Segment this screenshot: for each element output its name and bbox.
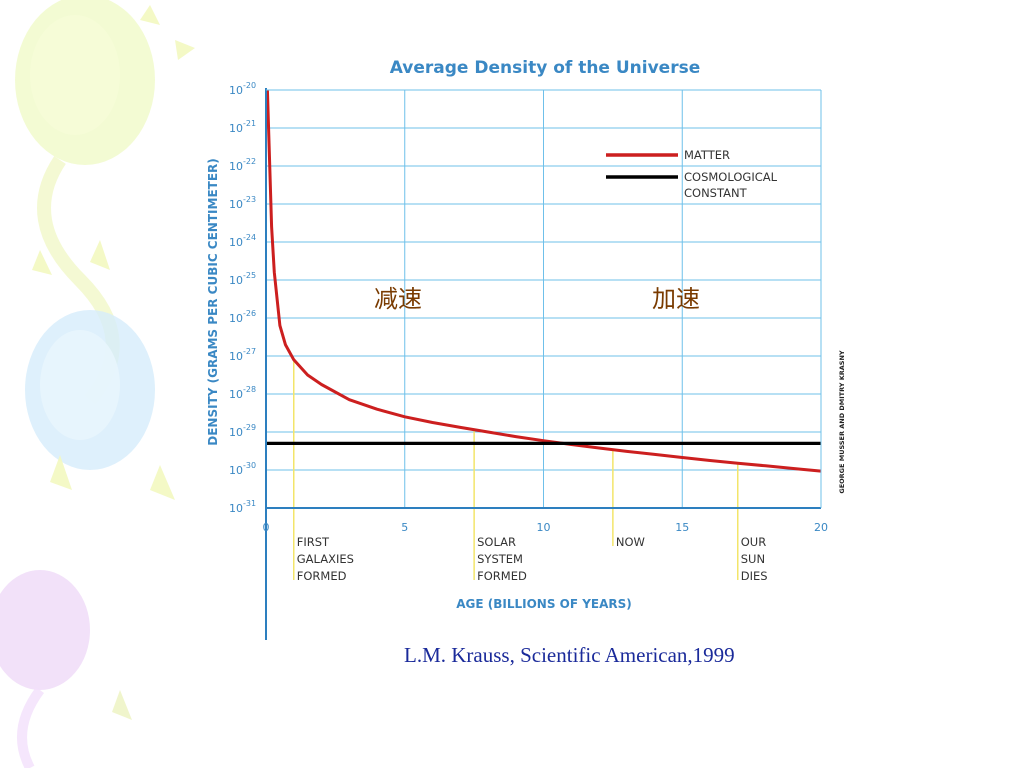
y-tick-label: 10-25 bbox=[229, 271, 256, 287]
y-tick-labels: 10-2010-2110-2210-2310-2410-2510-2610-27… bbox=[229, 81, 256, 515]
y-tick-label: 10-29 bbox=[229, 423, 256, 439]
y-tick-exponent: -28 bbox=[243, 385, 256, 394]
citation: L.M. Krauss, Scientific American,1999 bbox=[404, 643, 735, 667]
y-tick-base: 10 bbox=[229, 350, 243, 363]
annotation-label-line: SUN bbox=[741, 552, 765, 566]
y-tick-exponent: -27 bbox=[243, 347, 256, 356]
sparkle-decoration bbox=[32, 250, 52, 275]
deceleration-label: 减速 bbox=[374, 285, 422, 313]
annotation-markers bbox=[293, 359, 739, 580]
y-tick-base: 10 bbox=[229, 198, 243, 211]
y-tick-label: 10-22 bbox=[229, 157, 256, 173]
y-tick-base: 10 bbox=[229, 502, 243, 515]
annotation-label-line: GALAXIES bbox=[297, 552, 354, 566]
annotation-label-line: FORMED bbox=[477, 569, 527, 583]
y-tick-base: 10 bbox=[229, 84, 243, 97]
y-tick-exponent: -29 bbox=[243, 423, 256, 432]
data-series bbox=[265, 89, 822, 473]
y-tick-base: 10 bbox=[229, 236, 243, 249]
x-tick-label: 15 bbox=[675, 521, 689, 534]
annotation-label-line: OUR bbox=[741, 535, 766, 549]
sparkle-decoration bbox=[90, 240, 110, 270]
y-tick-exponent: -26 bbox=[243, 309, 256, 318]
y-tick-exponent: -20 bbox=[243, 81, 256, 90]
y-tick-label: 10-24 bbox=[229, 233, 256, 249]
legend-cosmological-label-line: COSMOLOGICAL bbox=[684, 170, 778, 184]
x-axis-label: AGE (BILLIONS OF YEARS) bbox=[456, 597, 632, 611]
annotation-label-line: SYSTEM bbox=[477, 552, 523, 566]
chart-title: Average Density of the Universe bbox=[390, 58, 701, 78]
annotation-label-0: FIRST GALAXIES FORMED bbox=[297, 535, 354, 583]
y-tick-label: 10-31 bbox=[229, 499, 256, 515]
annotation-label-line: DIES bbox=[741, 569, 768, 583]
y-tick-label: 10-26 bbox=[229, 309, 256, 325]
y-tick-label: 10-30 bbox=[229, 461, 256, 477]
x-tick-labels: 0 5 10 15 20 bbox=[263, 521, 829, 534]
y-tick-label: 10-20 bbox=[229, 81, 256, 97]
x-tick-label: 5 bbox=[401, 521, 408, 534]
purple-balloon-decoration bbox=[0, 570, 90, 690]
ribbon-decoration-2 bbox=[17, 687, 45, 768]
y-tick-exponent: -22 bbox=[243, 157, 256, 166]
y-tick-label: 10-27 bbox=[229, 347, 256, 363]
sparkle-decoration bbox=[150, 465, 175, 500]
x-tick-label: 10 bbox=[537, 521, 551, 534]
credit-text: GEORGE MUSSER AND DMITRY KRASNY bbox=[838, 350, 846, 494]
y-tick-exponent: -31 bbox=[243, 499, 256, 508]
y-tick-base: 10 bbox=[229, 274, 243, 287]
annotation-label-line: FORMED bbox=[297, 569, 347, 583]
annotation-label-line: NOW bbox=[616, 535, 645, 549]
legend-cosmological-label: COSMOLOGICAL CONSTANT bbox=[684, 170, 778, 200]
annotation-label-3: OUR SUN DIES bbox=[741, 535, 768, 583]
y-tick-exponent: -21 bbox=[243, 119, 256, 128]
sparkle-decoration bbox=[112, 690, 132, 720]
sparkle-decoration bbox=[175, 40, 195, 60]
y-tick-exponent: -23 bbox=[243, 195, 256, 204]
y-tick-base: 10 bbox=[229, 160, 243, 173]
acceleration-label: 加速 bbox=[652, 285, 700, 313]
sparkle-decoration bbox=[140, 5, 160, 25]
y-tick-label: 10-23 bbox=[229, 195, 256, 211]
x-tick-label: 20 bbox=[814, 521, 828, 534]
annotation-label-line: SOLAR bbox=[477, 535, 516, 549]
annotation-label-1: SOLAR SYSTEM FORMED bbox=[477, 535, 527, 583]
annotation-labels: FIRST GALAXIES FORMED SOLAR SYSTEM FORMED NOW O… bbox=[297, 535, 768, 583]
grid-lines bbox=[265, 89, 822, 509]
legend-cosmological-label-line: CONSTANT bbox=[684, 186, 748, 200]
y-tick-exponent: -25 bbox=[243, 271, 256, 280]
legend-matter-label: MATTER bbox=[684, 148, 730, 162]
blue-balloon-inner-decoration bbox=[40, 330, 120, 440]
y-tick-base: 10 bbox=[229, 426, 243, 439]
yellow-balloon-inner-decoration bbox=[30, 15, 120, 135]
axes bbox=[265, 88, 822, 640]
matter-series-line bbox=[265, 89, 822, 473]
y-tick-exponent: -30 bbox=[243, 461, 256, 470]
y-tick-base: 10 bbox=[229, 464, 243, 477]
y-tick-label: 10-21 bbox=[229, 119, 256, 135]
sparkle-decoration bbox=[50, 455, 72, 490]
y-tick-base: 10 bbox=[229, 122, 243, 135]
annotation-label-line: FIRST bbox=[297, 535, 330, 549]
y-tick-label: 10-28 bbox=[229, 385, 256, 401]
y-axis-label: DENSITY (GRAMS PER CUBIC CENTIMETER) bbox=[206, 158, 220, 445]
y-tick-base: 10 bbox=[229, 312, 243, 325]
annotation-label-2: NOW bbox=[616, 535, 645, 549]
y-tick-base: 10 bbox=[229, 388, 243, 401]
y-tick-exponent: -24 bbox=[243, 233, 256, 242]
x-tick-label: 0 bbox=[263, 521, 270, 534]
legend: MATTER COSMOLOGICAL CONSTANT bbox=[606, 148, 778, 200]
